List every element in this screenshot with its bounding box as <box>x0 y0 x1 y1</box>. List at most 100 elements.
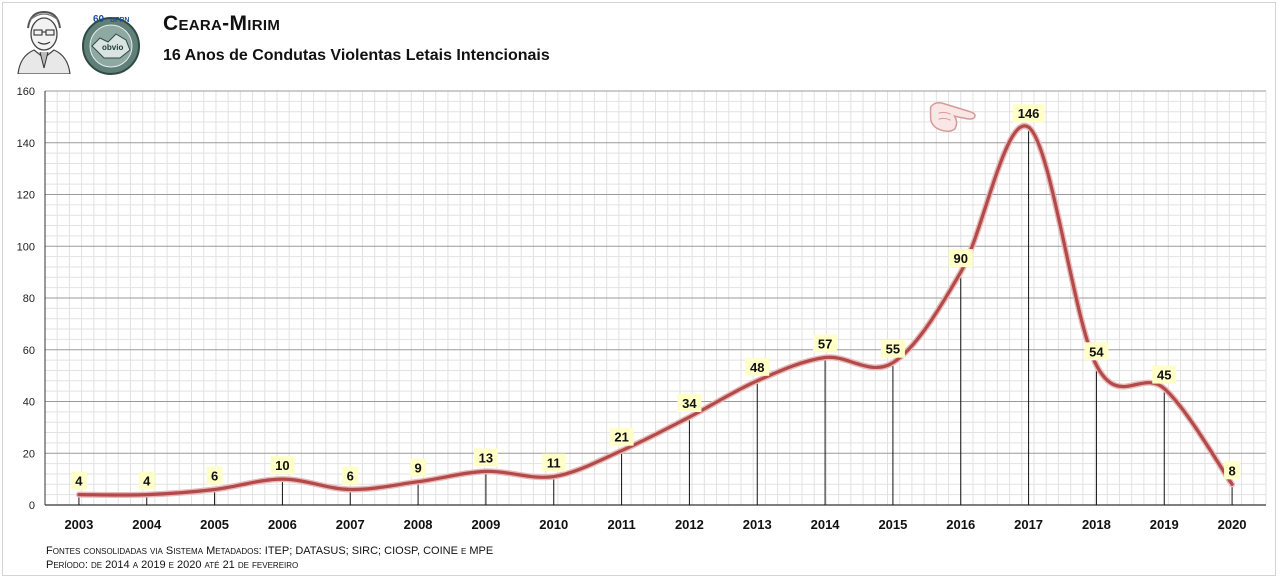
series-line-group <box>75 122 1236 499</box>
data-label-text: 11 <box>547 456 561 471</box>
x-tick-label: 2005 <box>200 517 229 532</box>
data-label-bg <box>410 458 427 477</box>
hand-finger-lines <box>938 111 951 121</box>
svg-text:60: 60 <box>93 14 105 25</box>
x-tick-label: 2019 <box>1150 517 1179 532</box>
data-label-text: 13 <box>479 450 493 465</box>
x-tick-label: 2011 <box>607 517 635 532</box>
data-label-bg <box>1084 342 1109 361</box>
data-label: 13 <box>473 448 498 467</box>
data-label-text: 34 <box>682 396 697 411</box>
y-tick-label: 0 <box>29 500 35 512</box>
data-label: 55 <box>880 339 905 358</box>
data-label: 6 <box>206 466 223 485</box>
x-tick-label: 2014 <box>811 517 841 532</box>
chart-grid <box>44 90 1267 506</box>
data-label-bg <box>609 427 634 446</box>
data-label: 10 <box>270 456 295 475</box>
data-label-text: 55 <box>886 342 900 357</box>
source-line-1: Fontes consolidadas via Sistema Metadado… <box>46 545 494 557</box>
x-tick-label: 2009 <box>471 517 500 532</box>
data-label-bg <box>541 453 566 472</box>
x-tick-label: 2017 <box>1014 517 1043 532</box>
data-label-text: 90 <box>954 251 968 266</box>
hand-shape <box>929 101 976 132</box>
y-tick-label: 160 <box>17 86 35 98</box>
y-tick-labels: 0 20 40 60 80 100 120 140 160 <box>17 86 35 512</box>
y-tick-label: 60 <box>23 345 35 357</box>
series-line <box>77 124 1234 497</box>
data-label-bg <box>677 394 702 413</box>
annotation-group <box>929 101 976 132</box>
x-tick-label: 2018 <box>1082 517 1111 532</box>
data-label: 4 <box>138 471 155 490</box>
y-tick-label: 40 <box>23 397 35 409</box>
y-tick-label: 140 <box>17 138 35 150</box>
page-subtitle: 16 Anos de Condutas Violentas Letais Int… <box>163 47 550 64</box>
data-label-bg <box>745 357 770 376</box>
data-label-text: 9 <box>414 461 421 476</box>
x-tick-label: 2007 <box>336 517 365 532</box>
data-label-bg <box>138 471 155 490</box>
data-label-bg <box>206 466 223 485</box>
x-tick-label: 2013 <box>743 517 772 532</box>
data-label-text: 4 <box>143 474 151 489</box>
portrait-logo <box>10 6 76 74</box>
pointing-hand-icon <box>929 101 976 132</box>
x-tick-label: 2015 <box>878 517 907 532</box>
x-tick-labels: 2003 2004 2005 2006 2007 2008 2009 2010 2011 2012… <box>64 517 1246 532</box>
data-label-text: 48 <box>750 360 764 375</box>
data-labels: 4 4 6 10 6 9 13 11 21 34 48 57 55 90 146 54 45 8 <box>70 104 1241 490</box>
source-note: Fontes consolidadas via Sistema Metadado… <box>46 544 493 572</box>
data-label-bg <box>70 471 87 490</box>
data-label-text: 54 <box>1089 344 1104 359</box>
data-label-bg <box>270 456 295 475</box>
data-label: 8 <box>1224 461 1241 480</box>
data-label-bg <box>342 466 359 485</box>
data-label-bg <box>813 334 838 353</box>
data-label: 9 <box>410 458 427 477</box>
data-label: 11 <box>541 453 566 472</box>
svg-text:obvio: obvio <box>102 43 123 52</box>
data-label-bg <box>948 249 973 268</box>
data-label-text: 4 <box>75 474 83 489</box>
title-text: Ceara-Mirim <box>163 12 281 35</box>
data-label: 21 <box>609 427 634 446</box>
data-label-text: 6 <box>211 468 218 483</box>
x-tick-label: 2008 <box>404 517 433 532</box>
data-label: 54 <box>1084 342 1109 361</box>
y-tick-label: 20 <box>23 448 35 460</box>
data-label-bg <box>473 448 498 467</box>
data-label-text: 8 <box>1228 463 1235 478</box>
x-tick-label: 2020 <box>1218 517 1247 532</box>
data-label-text: 57 <box>818 337 832 352</box>
data-label-text: 21 <box>614 430 628 445</box>
institution-seal-logo: 60 UFRN obvio <box>82 14 140 75</box>
y-tick-label: 100 <box>17 241 35 253</box>
x-tick-label: 2006 <box>268 517 297 532</box>
data-label-bg <box>880 339 905 358</box>
data-label: 6 <box>342 466 359 485</box>
svg-text:UFRN: UFRN <box>110 17 129 24</box>
data-label-text: 10 <box>275 458 289 473</box>
data-label-bg <box>1012 104 1045 123</box>
x-tick-label: 2012 <box>675 517 704 532</box>
data-label: 4 <box>70 471 87 490</box>
page-title: Ceara-Mirim <box>163 12 280 36</box>
source-line-2: Período: de 2014 a 2019 e 2020 até 21 de… <box>46 559 299 571</box>
data-label-bg <box>1152 365 1177 384</box>
x-tick-label: 2004 <box>132 517 162 532</box>
y-tick-label: 120 <box>17 190 35 202</box>
x-tick-label: 2010 <box>539 517 568 532</box>
data-label: 146 <box>1012 104 1045 123</box>
y-tick-label: 80 <box>23 293 35 305</box>
x-tick-label: 2016 <box>946 517 975 532</box>
data-label-text: 6 <box>347 468 354 483</box>
data-label: 34 <box>677 394 702 413</box>
data-label: 57 <box>813 334 838 353</box>
data-label-text: 146 <box>1018 106 1040 121</box>
data-label: 45 <box>1152 365 1177 384</box>
data-label-bg <box>1224 461 1241 480</box>
